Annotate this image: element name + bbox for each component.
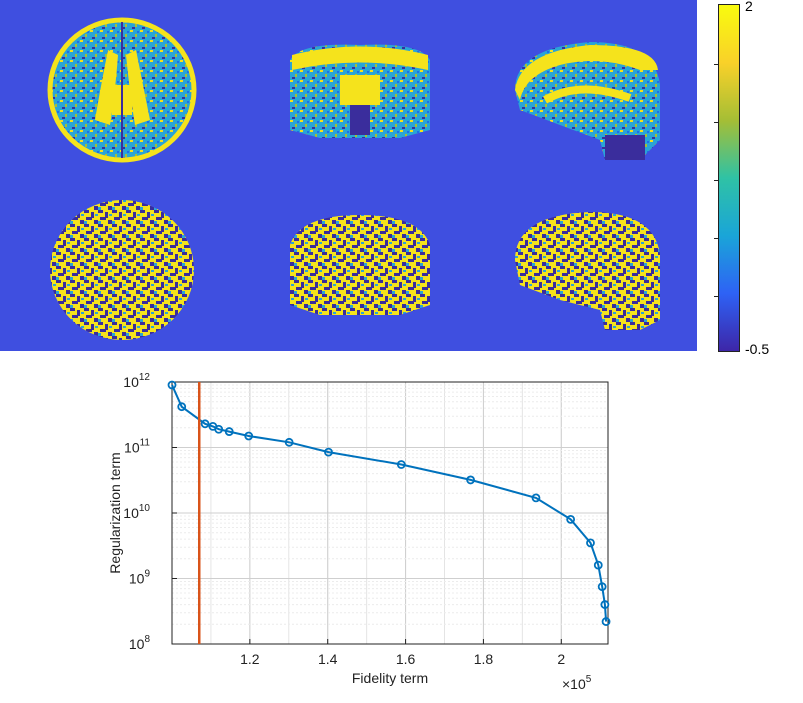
- colorbar-tick: [714, 64, 718, 65]
- data-point: [566, 514, 576, 524]
- x-tick-label: 1.2: [240, 651, 260, 667]
- y-tick-label: 1010: [123, 503, 150, 521]
- y-tick-label: 109: [129, 569, 151, 587]
- coronal-slice-top: [290, 44, 430, 138]
- colorbar-tick: [714, 238, 718, 239]
- y-axis-label: Regularization term: [107, 452, 123, 573]
- y-tick-label: 108: [129, 634, 151, 652]
- brain-susceptibility-maps: [0, 0, 697, 351]
- sagittal-slice-bottom: [515, 212, 660, 330]
- l-curve-chart: 1.2 1.4 1.6 1.8 2 108 109 1010 1011 1012 Fidelity…: [107, 372, 611, 692]
- axial-slice-top: [47, 17, 197, 163]
- y-tick-label: 1012: [123, 372, 150, 390]
- data-point: [224, 427, 234, 436]
- grid: [172, 381, 608, 645]
- sagittal-slice-top: [515, 42, 660, 160]
- data-point: [586, 538, 595, 548]
- coronal-slice-bottom: [290, 215, 430, 315]
- data-point: [177, 402, 187, 412]
- x-multiplier: ×105: [562, 674, 592, 692]
- x-tick-label: 2: [557, 651, 565, 667]
- colorbar-min-label: -0.5: [745, 341, 770, 357]
- data-point: [200, 419, 210, 429]
- axial-slice-bottom: [50, 200, 194, 340]
- data-point: [214, 424, 224, 434]
- data-point: [324, 447, 333, 457]
- colorbar-tick: [714, 296, 718, 297]
- data-point: [466, 475, 475, 485]
- data-point: [600, 600, 610, 609]
- colorbar-max-label: 2: [745, 0, 753, 14]
- series-path: [171, 384, 608, 622]
- data-point: [601, 617, 611, 626]
- colorbar-tick: [714, 180, 718, 181]
- y-tick-label: 1011: [124, 438, 150, 456]
- data-point: [593, 560, 603, 570]
- data-point: [244, 431, 254, 441]
- x-tick-label: 1.6: [396, 651, 416, 667]
- axis-ticks: 1.2 1.4 1.6 1.8 2 108 109 1010 1011 1012: [123, 372, 565, 667]
- data-point: [597, 582, 607, 592]
- x-axis-label: Fidelity term: [352, 670, 428, 686]
- x-tick-label: 1.4: [318, 651, 338, 667]
- brain-slices-svg: [47, 17, 660, 340]
- data-point: [531, 493, 541, 503]
- x-tick-label: 1.8: [474, 651, 494, 667]
- data-point: [284, 437, 294, 447]
- data-point: [396, 460, 406, 469]
- data-point: [167, 380, 177, 390]
- series-line: [167, 380, 611, 626]
- colorbar: [718, 4, 740, 352]
- colorbar-tick: [714, 122, 718, 123]
